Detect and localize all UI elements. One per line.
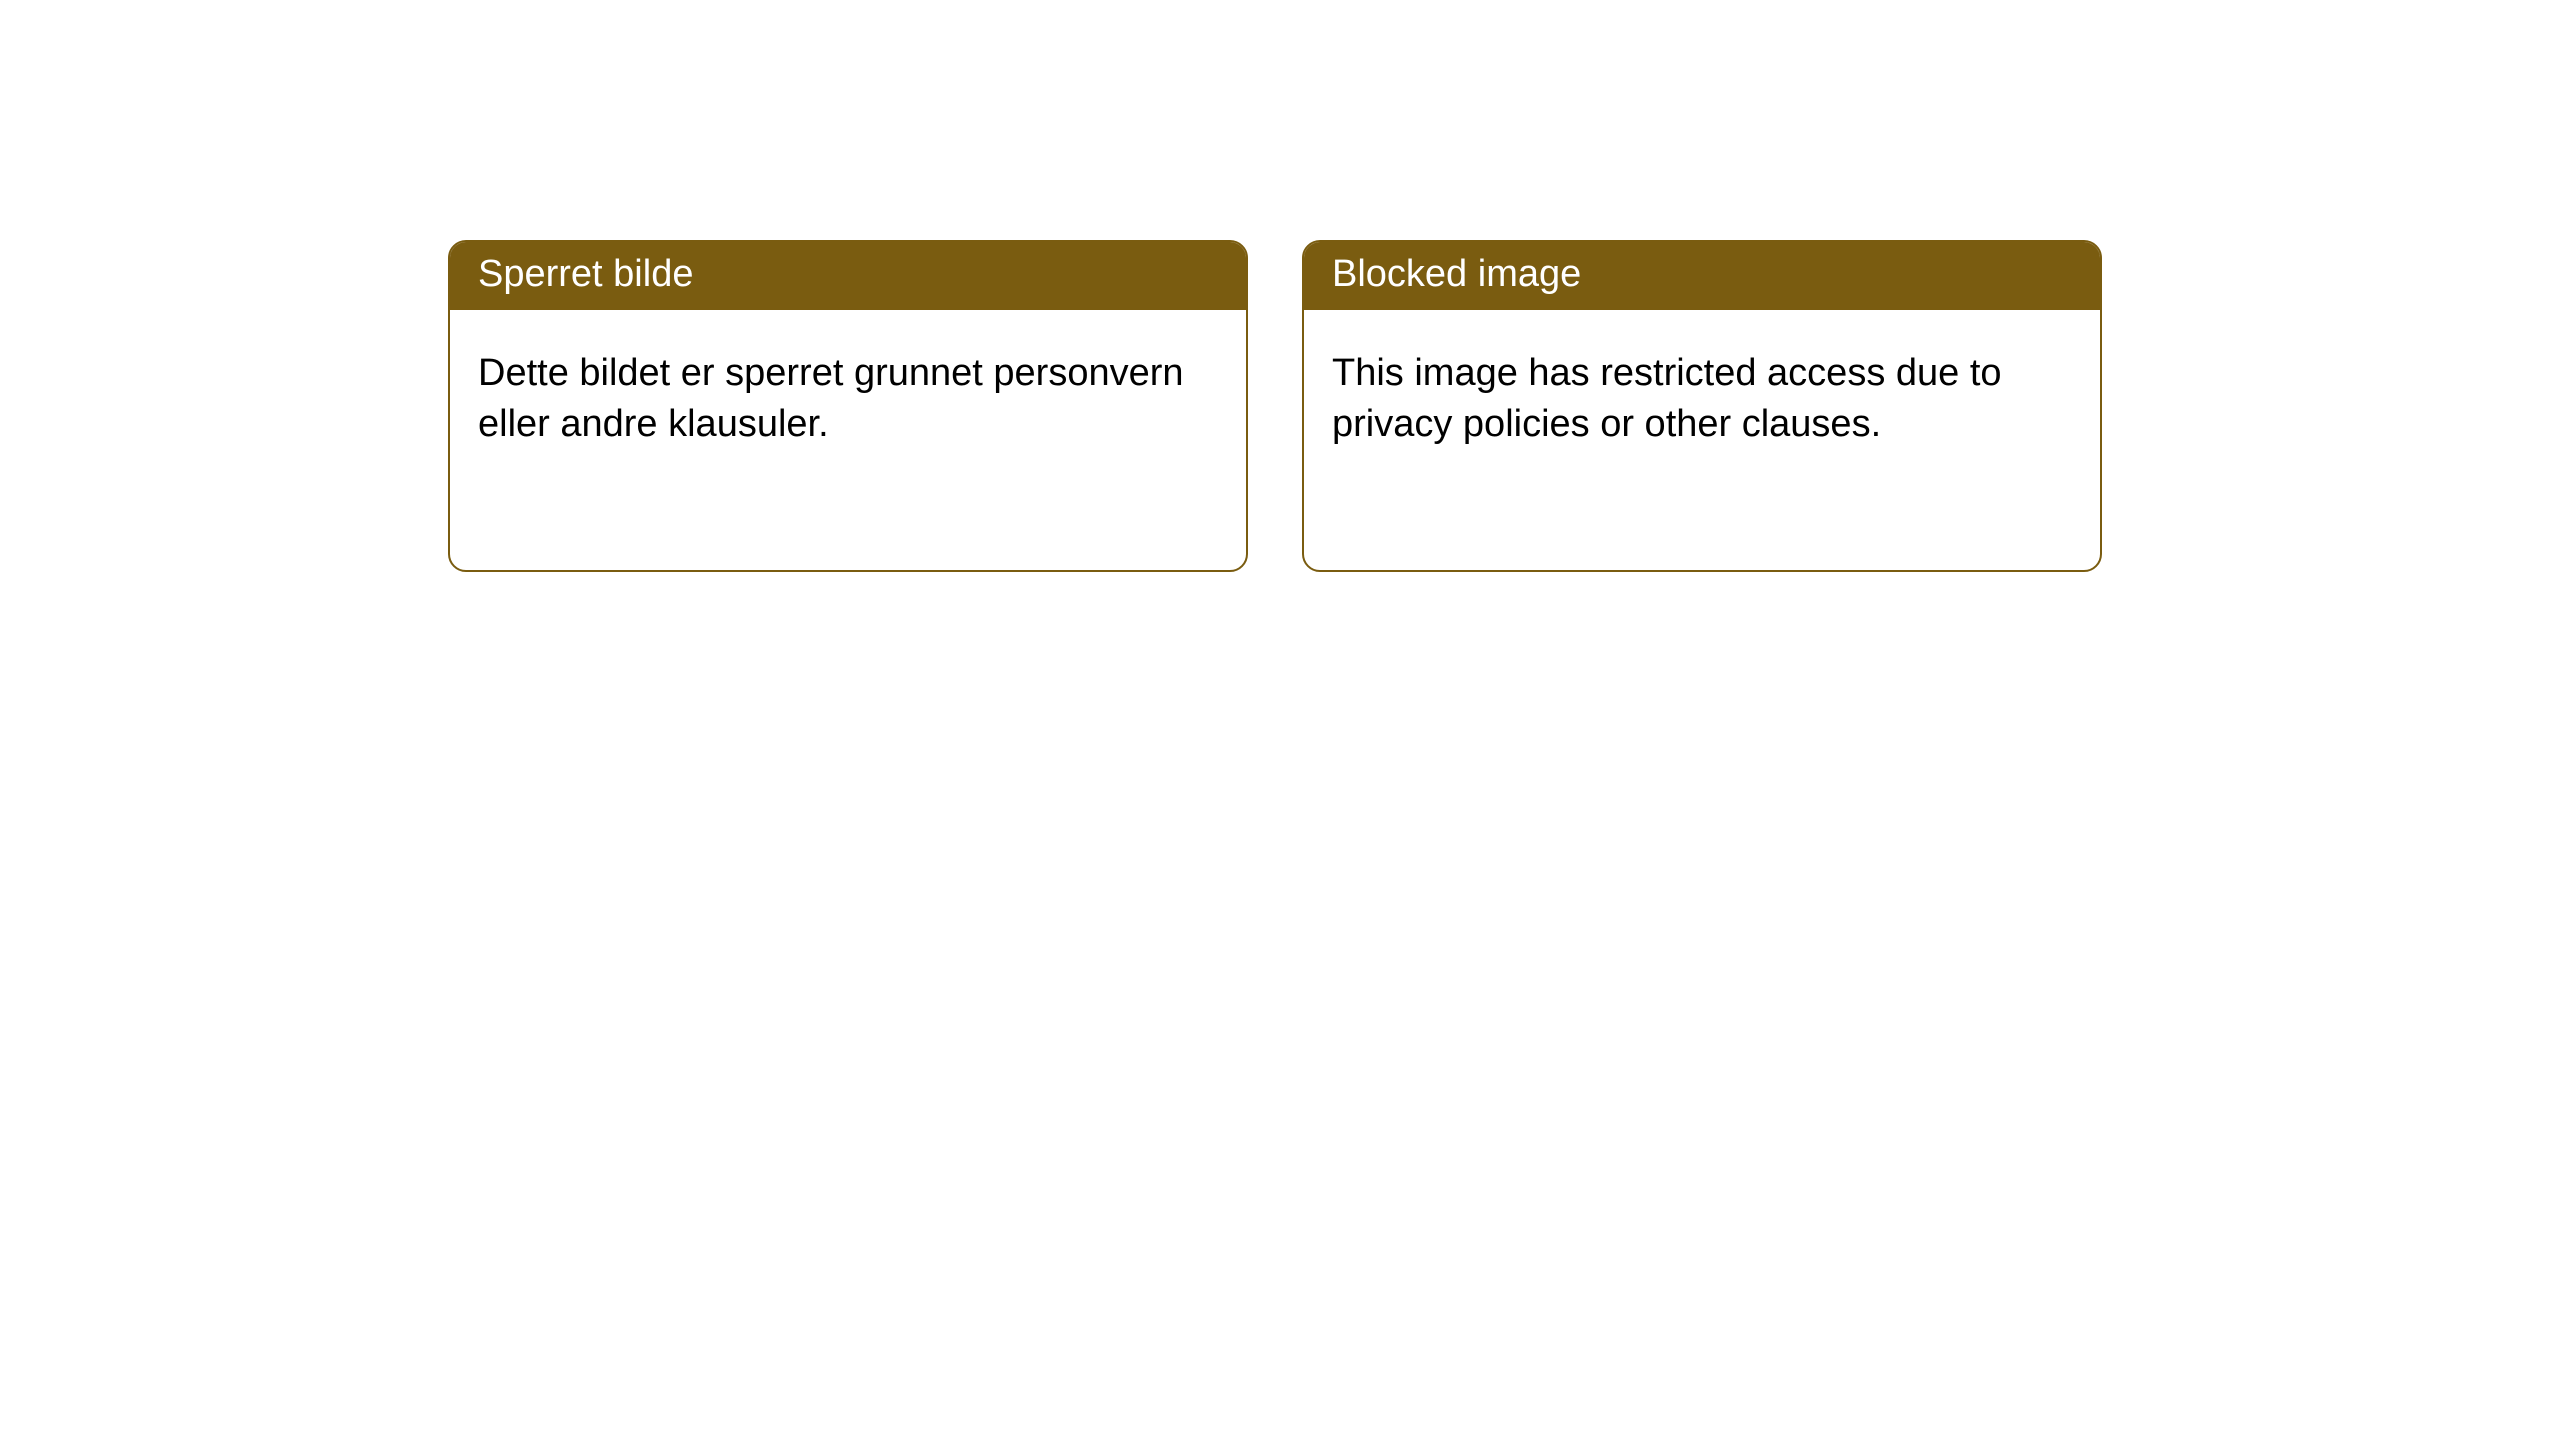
card-title: Blocked image [1332, 253, 1581, 295]
notice-cards-row: Sperret bilde Dette bildet er sperret gr… [0, 0, 2560, 572]
card-body-text: This image has restricted access due to … [1332, 352, 2002, 445]
card-header: Sperret bilde [450, 242, 1246, 310]
card-body: Dette bildet er sperret grunnet personve… [450, 310, 1246, 479]
card-body-text: Dette bildet er sperret grunnet personve… [478, 352, 1184, 445]
blocked-image-card-no: Sperret bilde Dette bildet er sperret gr… [448, 240, 1248, 572]
blocked-image-card-en: Blocked image This image has restricted … [1302, 240, 2102, 572]
card-title: Sperret bilde [478, 253, 693, 295]
card-header: Blocked image [1304, 242, 2100, 310]
card-body: This image has restricted access due to … [1304, 310, 2100, 479]
